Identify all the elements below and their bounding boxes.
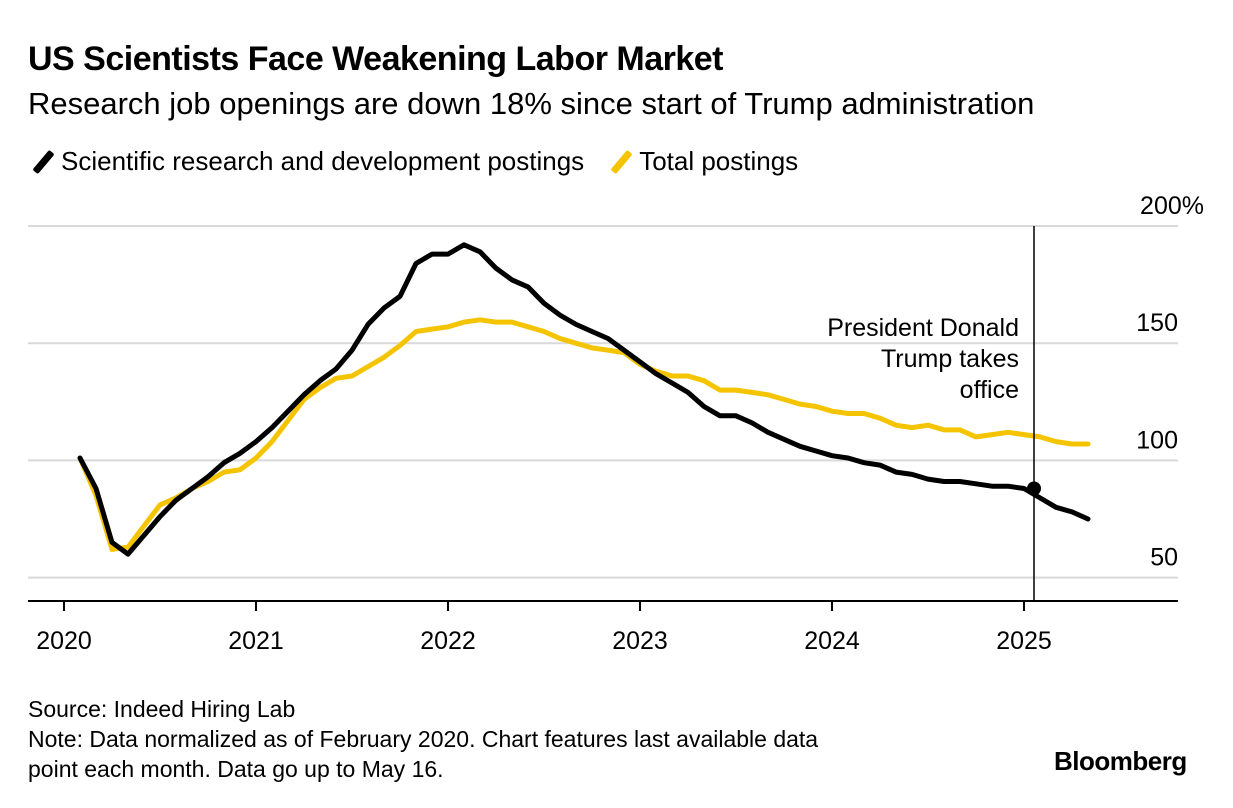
legend-item-total: Total postings — [606, 146, 798, 177]
series-line-research — [77, 242, 1091, 557]
bloomberg-logo: Bloomberg — [1054, 746, 1187, 776]
x-tick-label: 2025 — [996, 627, 1052, 655]
x-tick-label: 2024 — [804, 627, 860, 655]
series-line-total — [77, 317, 1091, 552]
legend-item-research: Scientific research and development post… — [28, 146, 584, 177]
source-note: Source: Indeed Hiring Lab — [28, 696, 296, 722]
x-tick-label: 2020 — [36, 627, 92, 655]
x-tick-label: 2022 — [420, 627, 476, 655]
y-tick-label: 150 — [1136, 309, 1178, 337]
annotation-marker — [1026, 481, 1041, 496]
x-tick-label: 2021 — [228, 627, 284, 655]
annotation-label: President Donald — [827, 314, 1019, 342]
annotation-label: office — [960, 376, 1019, 404]
data-note-line-1: Note: Data normalized as of February 202… — [28, 726, 819, 752]
legend: Scientific research and development post… — [28, 146, 820, 177]
legend-label-total: Total postings — [639, 146, 799, 176]
data-note-line-2: point each month. Data go up to May 16. — [28, 756, 444, 782]
y-tick-label: 50 — [1150, 544, 1178, 572]
y-tick-label: 100 — [1136, 426, 1178, 454]
x-tick-label: 2023 — [612, 627, 668, 655]
chart-title: US Scientists Face Weakening Labor Marke… — [28, 40, 724, 78]
chart-footer: Source: Indeed Hiring Lab Note: Data nor… — [28, 694, 988, 784]
chart-subtitle: Research job openings are down 18% since… — [28, 86, 1035, 121]
y-tick-label: 200% — [1140, 192, 1204, 220]
annotation-label: Trump takes — [881, 345, 1019, 373]
legend-label-research: Scientific research and development post… — [61, 146, 585, 176]
